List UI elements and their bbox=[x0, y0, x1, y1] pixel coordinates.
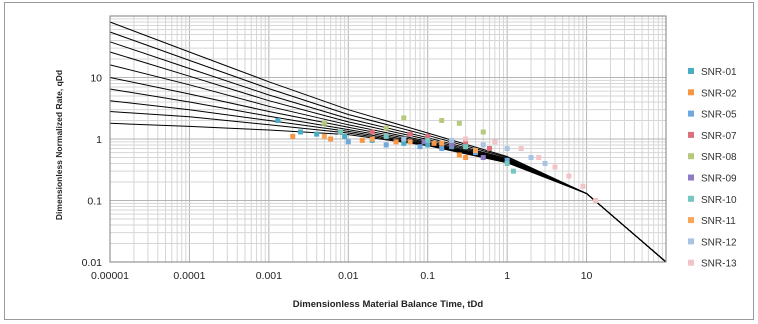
y-tick-label: 1 bbox=[96, 134, 102, 146]
data-point bbox=[328, 136, 334, 142]
legend-label: SNR-01 bbox=[701, 67, 737, 78]
data-point bbox=[297, 129, 303, 135]
x-tick-label: 0.00001 bbox=[91, 270, 129, 282]
y-axis-title: Dimensionless Normalized Rate, qDd bbox=[54, 70, 64, 220]
x-axis-title: Dimensionless Material Balance Time, tDd bbox=[293, 299, 484, 310]
data-point bbox=[407, 131, 413, 137]
data-point bbox=[314, 131, 320, 137]
data-point bbox=[431, 140, 437, 146]
data-point bbox=[504, 160, 510, 166]
legend-swatch bbox=[688, 174, 694, 181]
x-tick-label: 10 bbox=[581, 270, 593, 282]
data-point bbox=[536, 155, 542, 161]
data-point bbox=[504, 157, 510, 163]
data-point bbox=[401, 136, 407, 142]
legend-swatch bbox=[688, 153, 694, 160]
legend-swatch bbox=[688, 217, 694, 224]
legend-swatch bbox=[688, 68, 694, 74]
data-point bbox=[504, 146, 510, 152]
legend-swatch bbox=[688, 238, 694, 245]
y-tick-label: 0.01 bbox=[82, 257, 103, 269]
legend-label: SNR-07 bbox=[701, 131, 737, 142]
data-point bbox=[342, 133, 348, 139]
x-tick-label: 1 bbox=[504, 270, 510, 282]
data-point bbox=[393, 139, 399, 145]
data-points bbox=[275, 115, 599, 203]
data-point bbox=[421, 139, 427, 145]
legend-label: SNR-05 bbox=[701, 110, 737, 121]
legend-label: SNR-09 bbox=[701, 174, 737, 185]
data-point bbox=[456, 152, 462, 158]
legend-label: SNR-02 bbox=[701, 88, 737, 99]
data-point bbox=[449, 137, 455, 143]
data-point bbox=[338, 129, 344, 135]
data-point bbox=[417, 144, 423, 150]
legend-swatch bbox=[688, 195, 694, 202]
legend: SNR-01 SNR-02 SNR-05 SNR-07 SNR-08 SNR-09 SNR-… bbox=[688, 67, 737, 270]
type-curve bbox=[109, 122, 667, 263]
data-point bbox=[463, 139, 469, 145]
data-point bbox=[290, 133, 296, 139]
data-point bbox=[425, 137, 431, 143]
data-point bbox=[510, 168, 516, 174]
data-point bbox=[275, 117, 281, 123]
legend-label: SNR-10 bbox=[701, 195, 737, 206]
legend-label: SNR-08 bbox=[701, 152, 737, 163]
y-tick-labels: 0.01 0.1 1 10 bbox=[82, 73, 103, 270]
data-point bbox=[580, 183, 586, 189]
data-point bbox=[480, 155, 486, 161]
legend-swatch bbox=[688, 259, 694, 266]
data-point bbox=[492, 139, 498, 145]
data-point bbox=[359, 137, 365, 143]
data-point bbox=[463, 155, 469, 161]
data-point bbox=[345, 139, 351, 145]
data-point bbox=[407, 139, 413, 145]
legend-label: SNR-13 bbox=[701, 259, 737, 270]
data-point bbox=[439, 146, 445, 152]
data-point bbox=[480, 129, 486, 135]
data-point bbox=[383, 125, 389, 131]
data-point bbox=[401, 115, 407, 121]
data-point bbox=[518, 146, 524, 152]
data-point bbox=[480, 142, 486, 148]
plot-area bbox=[109, 15, 667, 263]
x-tick-labels: 0.00001 0.0001 0.001 0.01 0.1 1 10 bbox=[91, 270, 593, 282]
data-point bbox=[487, 146, 493, 152]
x-tick-label: 0.001 bbox=[256, 270, 282, 282]
data-point bbox=[542, 160, 548, 166]
legend-swatch bbox=[688, 131, 694, 138]
data-point bbox=[528, 155, 534, 161]
data-point bbox=[321, 133, 327, 139]
legend-swatch bbox=[688, 89, 694, 96]
legend-label: SNR-12 bbox=[701, 237, 737, 248]
data-point bbox=[401, 140, 407, 146]
y-tick-label: 10 bbox=[90, 73, 102, 85]
data-point bbox=[552, 164, 558, 170]
data-point bbox=[566, 173, 572, 179]
data-point bbox=[593, 198, 599, 203]
data-point bbox=[383, 133, 389, 139]
y-tick-label: 0.1 bbox=[87, 196, 102, 208]
data-point bbox=[369, 136, 375, 142]
data-point bbox=[321, 120, 327, 126]
x-tick-label: 0.1 bbox=[420, 270, 435, 282]
data-point bbox=[456, 120, 462, 126]
chart-frame bbox=[4, 2, 754, 320]
data-point bbox=[473, 148, 479, 154]
data-point bbox=[463, 144, 469, 150]
legend-label: SNR-11 bbox=[701, 216, 736, 227]
data-point bbox=[425, 142, 431, 148]
legend-swatch bbox=[688, 110, 694, 117]
data-point bbox=[425, 133, 431, 139]
x-tick-label: 0.01 bbox=[338, 270, 359, 282]
x-tick-label: 0.0001 bbox=[173, 270, 205, 282]
data-point bbox=[439, 140, 445, 146]
data-point bbox=[383, 142, 389, 148]
data-point bbox=[449, 142, 455, 148]
data-point bbox=[463, 136, 469, 142]
data-point bbox=[439, 117, 445, 123]
data-point bbox=[369, 129, 375, 135]
